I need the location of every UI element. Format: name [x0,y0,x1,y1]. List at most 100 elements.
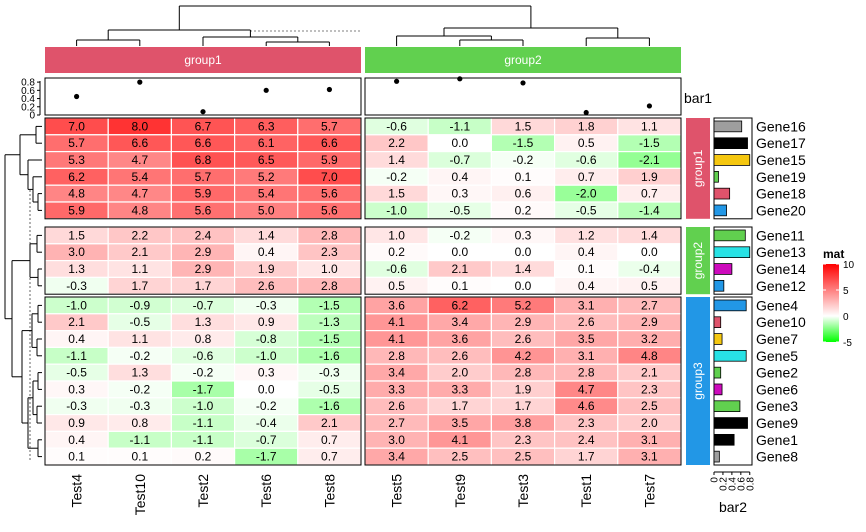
cell-value-label: 0.2 [515,203,532,217]
cell-value-label: 6.2 [68,170,85,184]
cell-value-label: 1.5 [388,187,405,201]
bar1-point [583,109,589,116]
cell-value-label: -1.5 [513,136,534,150]
cell-value-label: 0.5 [641,279,658,293]
cell-value-label: 1.7 [578,450,595,464]
cell-value-label: 2.4 [195,228,212,242]
column-group-bar [45,47,361,73]
bar2-bar [713,417,748,429]
bar1-tick-label: 0.6 [21,86,35,97]
bar2-bar [713,316,722,328]
cell-value-label: 5.7 [195,170,212,184]
bar2-tick-label: 0.2 [718,477,729,491]
cell-value-label: 2.8 [578,366,595,380]
bar1-point [137,79,143,85]
cell-value-label: -1.1 [66,349,87,363]
row-group-label: group3 [691,362,705,400]
cell-value-label: 1.9 [641,170,658,184]
cell-value-label: 4.7 [578,382,595,396]
gene-label: Gene13 [756,244,806,260]
cell-value-label: 6.1 [258,136,275,150]
bar2-bar [713,383,723,396]
cell-value-label: 3.5 [578,332,595,346]
cell-value-label: 4.1 [388,315,405,329]
cell-value-label: 3.3 [388,382,405,396]
cell-value-label: 5.4 [131,170,148,184]
cell-value-label: 1.1 [131,332,148,346]
cell-value-label: -1.7 [256,450,277,464]
cell-value-label: -1.1 [193,416,214,430]
cell-value-label: 2.3 [578,416,595,430]
heatmap-body: 7.0 8.0 6.7 6.3 5.7 -0.6 -1.1 1.5 1.8 1.1 5.7 6.6 6.… [44,117,682,466]
bar2-bar [713,349,747,362]
bar2-bar [713,246,751,259]
gene-label: Gene4 [756,297,798,313]
cell-value-label: 1.9 [515,382,532,396]
bar1-point [457,76,463,82]
cell-value-label: 0.0 [515,245,532,259]
cell-value-label: 6.8 [195,153,212,167]
row-group-label: group1 [691,149,705,187]
gene-label: Gene3 [756,398,798,414]
cell-value-label: 5.4 [258,187,275,201]
cell-value-label: 0.6 [515,187,532,201]
cell-value-label: 0.4 [68,433,85,447]
row-group-bar [686,227,710,295]
heatmap-slice-border [364,296,682,466]
bar2-tick-label: 0 [710,477,721,483]
cell-value-label: -1.0 [66,298,87,312]
cell-value-label: 1.4 [641,228,658,242]
cell-value-label: 5.9 [68,203,85,217]
cell-value-label: 1.7 [451,399,468,413]
cell-value-label: 2.9 [195,245,212,259]
cell-value-label: 2.9 [515,315,532,329]
cell-value-label: 2.4 [578,433,595,447]
row-group-annotation: group1 group2 group3 [686,118,710,465]
cell-value-label: 5.3 [68,153,85,167]
cell-value-label: 0.4 [68,332,85,346]
cell-value-label: 0.3 [515,228,532,242]
bar1-panel-border [364,77,682,116]
cell-value-label: 4.7 [131,187,148,201]
cell-value-label: 0.3 [258,366,275,380]
cell-value-label: -1.6 [319,349,340,363]
cell-value-label: 2.8 [388,349,405,363]
bar1-point [646,103,653,109]
cell-value-label: -0.2 [129,382,150,396]
column-label: Test3 [515,474,531,508]
bar1-panel-border [44,77,362,116]
cell-value-label: -0.7 [193,298,214,312]
cell-value-label: -1.4 [639,203,660,217]
cell-value-label: -0.9 [129,298,150,312]
cell-value-label: 2.6 [258,279,275,293]
gene-label: Gene5 [756,348,798,364]
bar2-bar [713,279,725,292]
cell-value-label: 3.5 [451,416,468,430]
bar2-bar [713,450,720,463]
cell-value-label: -1.5 [319,332,340,346]
cell-value-label: 3.4 [388,366,405,380]
cell-value-label: -1.1 [129,433,150,447]
cell-value-label: 3.1 [641,450,658,464]
cell-value-label: 2.8 [321,279,338,293]
cell-value-label: 4.8 [131,203,148,217]
cell-value-label: 3.2 [641,332,658,346]
cell-value-label: 1.7 [131,279,148,293]
cell-value-label: -0.5 [66,366,87,380]
cell-value-label: -0.6 [386,262,407,276]
cell-value-label: 5.2 [258,170,275,184]
cell-value-label: 3.3 [451,382,468,396]
bar2-tick-label: 0.4 [727,477,738,491]
cell-value-label: -1.1 [193,433,214,447]
cell-value-label: 6.7 [195,119,212,133]
cell-value-label: 2.3 [515,433,532,447]
bar2-annotation: 00.20.40.60.8 bar2 [710,117,756,515]
cell-value-label: 5.6 [321,187,338,201]
cell-value-label: -0.2 [193,366,214,380]
bar2-bar [713,299,747,312]
bar1-annotation: 00.20.40.60.8 bar1 [21,76,712,122]
cell-value-label: 1.5 [515,119,532,133]
cell-value-label: 1.3 [131,366,148,380]
bar1-label: bar1 [684,90,712,106]
cell-value-label: 3.8 [515,416,532,430]
